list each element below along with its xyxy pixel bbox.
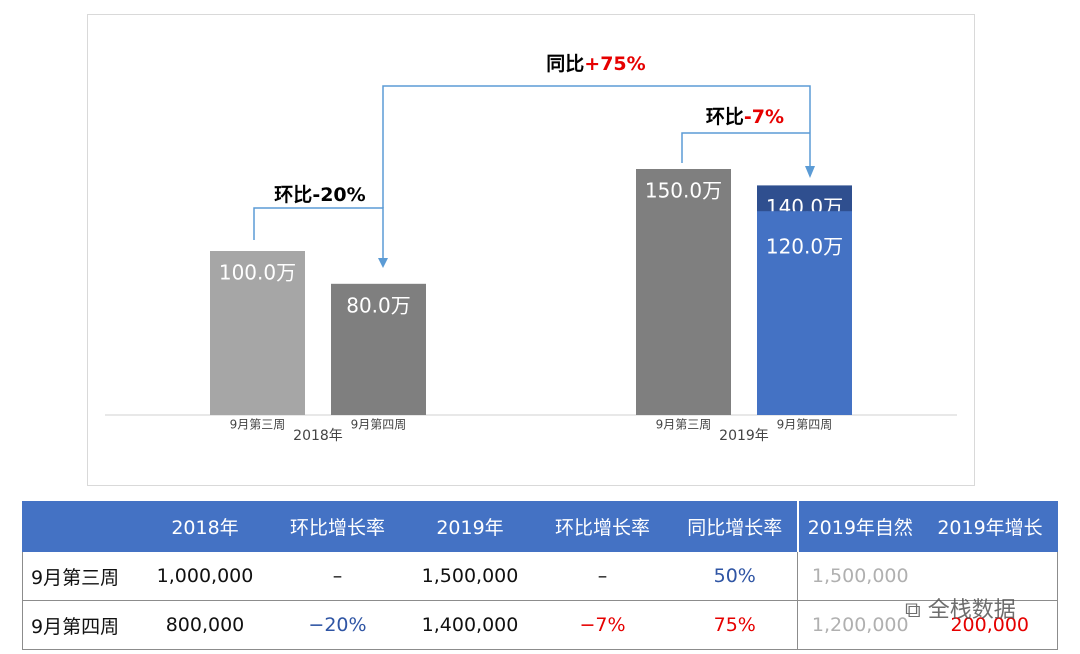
table-cell: 1,000,000 [142,551,268,601]
table-cell: 1,400,000 [407,600,533,650]
value-label: 100.0万 [219,261,296,285]
table-cell: – [532,551,673,601]
x-tick-label: 9月第四周 [777,418,833,432]
table-cell: 1,500,000 [797,551,923,601]
connectors [253,85,811,262]
header-cell: 环比增长率 [532,501,673,552]
x-tick-label: 9月第三周 [656,418,712,432]
arrows [378,166,815,268]
header-cell: 2019年 [407,501,533,552]
table-cell: 1,500,000 [407,551,533,601]
table-cell: −20% [267,600,408,650]
table-cell: 9月第三周 [22,551,143,601]
table-cell: 50% [672,551,798,601]
table-cell: 800,000 [142,600,268,650]
chart-frame [87,14,975,486]
table-cell: 1,200,000 [797,600,923,650]
table-row: 9月第三周 1,000,000–1,500,000–50% 1,500,000 [22,551,1058,601]
annotation: 环比-20% [274,184,365,206]
chart: 环比-20% 同比+75% 环比-7% 100.0万 9月第三周 80.0万 9月第四… [105,53,957,444]
x-tick-label: 9月第四周 [351,418,407,432]
header-cell [22,501,143,552]
x-tick-label: 9月第三周 [230,418,286,432]
header-cell: 同比增长率 [672,501,798,552]
data-table: 2018年 环比增长率 2019年 环比增长率 同比增长率 2019年自然 2019年增长 9… [22,501,1058,650]
table-cell: 9月第四周 [22,600,143,650]
table-row: 9月第四周 800,000 −20% 1,400,000 −7% 75% 1,200,000… [22,600,1058,650]
bar [210,251,305,415]
table-cell: 200,000 [922,600,1058,650]
table-cell: −7% [532,600,673,650]
annotation: 环比-7% [706,106,784,128]
group-label: 2019年 [719,428,769,444]
value-label: 80.0万 [346,293,411,317]
watermark: ⧉ 全栈数据 [905,598,1016,623]
header-cell: 2019年增长 [922,501,1058,552]
group-label: 2018年 [293,428,343,444]
bar [636,169,731,415]
table-cell: – [267,551,408,601]
header-cell: 2019年自然 [796,501,923,552]
value-label: 150.0万 [645,179,722,203]
header-cell: 环比增长率 [267,501,408,552]
value-label: 120.0万 [766,235,843,259]
header-cell: 2018年 [142,501,268,552]
table-cell: 75% [672,600,798,650]
annotation: 同比+75% [546,53,645,75]
overlay-bar [757,211,852,415]
bar [331,283,426,415]
